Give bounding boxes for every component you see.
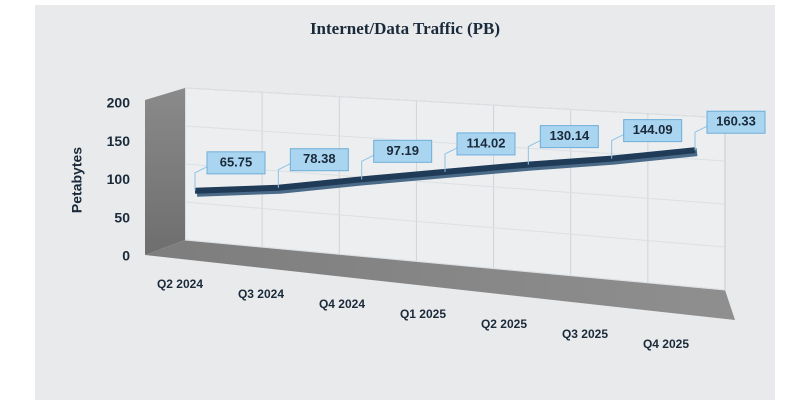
y-tick-label: 50 <box>114 209 130 225</box>
leader-line <box>361 154 374 180</box>
leader-line <box>611 134 624 159</box>
leader-line <box>444 147 458 172</box>
grid-line <box>184 201 726 248</box>
x-tick-label: Q3 2025 <box>562 327 608 341</box>
value-label-box <box>539 125 599 149</box>
floor <box>145 240 735 320</box>
leader-line <box>527 140 541 165</box>
grid-line <box>184 87 726 119</box>
y-tick-label: 100 <box>107 171 131 187</box>
value-label: 144.09 <box>633 122 673 137</box>
value-label-box <box>623 119 683 143</box>
x-tick-label: Q3 2024 <box>238 287 284 301</box>
grid-line <box>184 239 726 291</box>
side-wall <box>145 88 185 255</box>
value-label: 65.75 <box>220 154 253 169</box>
y-tick-label: 150 <box>107 133 131 149</box>
x-tick-label: Q4 2025 <box>643 337 689 351</box>
x-tick-label: Q2 2025 <box>481 317 527 331</box>
value-label: 114.02 <box>466 135 505 150</box>
x-tick-label: Q1 2025 <box>400 307 446 321</box>
value-label: 97.19 <box>386 143 419 158</box>
y-axis-label: Petabytes <box>69 147 85 213</box>
chart-title: Internet/Data Traffic (PB) <box>310 19 500 38</box>
y-tick-label: 200 <box>107 95 131 111</box>
value-label-box <box>289 148 349 172</box>
leader-line <box>194 166 208 191</box>
value-label-box <box>373 139 433 163</box>
x-tick-label: Q2 2024 <box>157 277 203 291</box>
x-tick-label: Q4 2024 <box>319 297 365 311</box>
value-label-box <box>206 151 266 175</box>
grid-line <box>184 163 726 205</box>
leader-line <box>694 125 708 151</box>
y-tick-label: 0 <box>122 248 130 264</box>
value-label-box <box>456 132 516 156</box>
leader-line <box>277 163 291 188</box>
value-label: 78.38 <box>303 151 336 166</box>
value-label: 160.33 <box>716 114 756 129</box>
value-label: 130.14 <box>549 128 590 143</box>
value-label-box <box>706 110 766 134</box>
